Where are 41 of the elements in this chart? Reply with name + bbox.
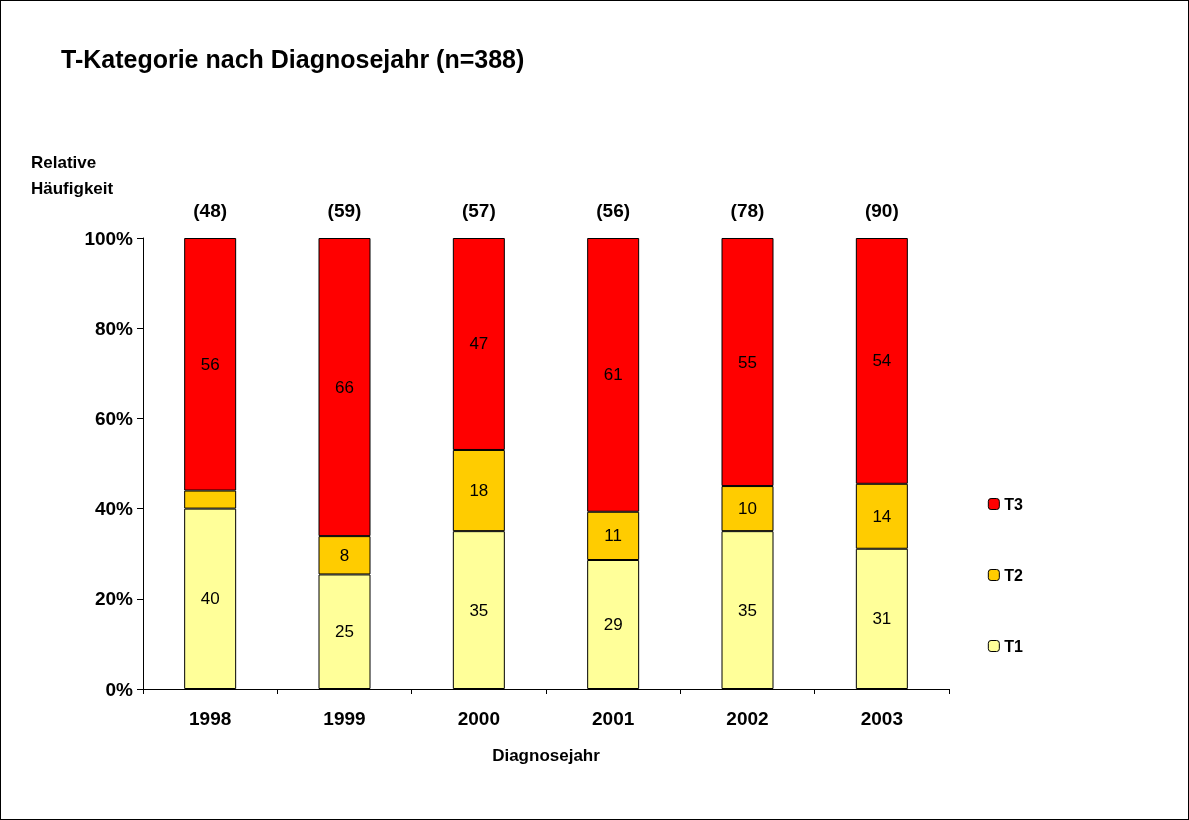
data-label: 56 bbox=[200, 354, 220, 374]
data-label: 14 bbox=[872, 506, 892, 526]
annotation: (90) bbox=[864, 200, 899, 221]
annotation: (56) bbox=[596, 200, 631, 221]
data-label: 29 bbox=[603, 615, 623, 635]
data-label: 40 bbox=[200, 589, 220, 609]
data-label: 11 bbox=[604, 526, 622, 546]
y-tick-label: 20% bbox=[94, 588, 134, 610]
legend-label: T1 bbox=[1004, 637, 1024, 655]
y-axis-title: Relative Häufigkeit bbox=[31, 152, 114, 198]
data-label: 47 bbox=[469, 334, 489, 354]
annotation: (78) bbox=[730, 200, 765, 221]
data-label: 55 bbox=[738, 352, 757, 372]
data-label: 8 bbox=[339, 545, 350, 565]
x-tick-label: 2000 bbox=[457, 708, 500, 729]
annotation: (48) bbox=[193, 200, 228, 221]
x-tick-label: 1998 bbox=[189, 708, 232, 729]
y-tick-label: 80% bbox=[94, 317, 134, 339]
y-tick-label: 0% bbox=[105, 678, 134, 700]
annotation: (59) bbox=[327, 200, 362, 221]
data-label: 66 bbox=[335, 377, 354, 397]
data-label: 31 bbox=[872, 609, 892, 629]
y-tick-label: 40% bbox=[94, 498, 134, 520]
legend-label: T2 bbox=[1004, 566, 1024, 584]
y-tick-label: 60% bbox=[94, 407, 134, 429]
data-label: 35 bbox=[469, 600, 489, 620]
data-label: 35 bbox=[738, 600, 757, 620]
data-label: 18 bbox=[469, 481, 489, 501]
x-axis-title: Diagnosejahr bbox=[492, 746, 601, 765]
y-tick-label: 100% bbox=[84, 227, 134, 249]
x-tick-label: 1999 bbox=[323, 708, 366, 729]
legend-label: T3 bbox=[1004, 495, 1024, 513]
data-label: 61 bbox=[603, 365, 623, 385]
x-tick-label: 2002 bbox=[726, 708, 769, 729]
data-label: 54 bbox=[872, 351, 892, 371]
x-tick-label: 2003 bbox=[860, 708, 903, 729]
x-tick-label: 2001 bbox=[592, 708, 635, 729]
annotation: (57) bbox=[461, 200, 496, 221]
data-label: 25 bbox=[335, 622, 354, 642]
data-label: 10 bbox=[738, 499, 757, 519]
chart-title: T-Kategorie nach Diagnosejahr (n=388) bbox=[61, 44, 525, 73]
